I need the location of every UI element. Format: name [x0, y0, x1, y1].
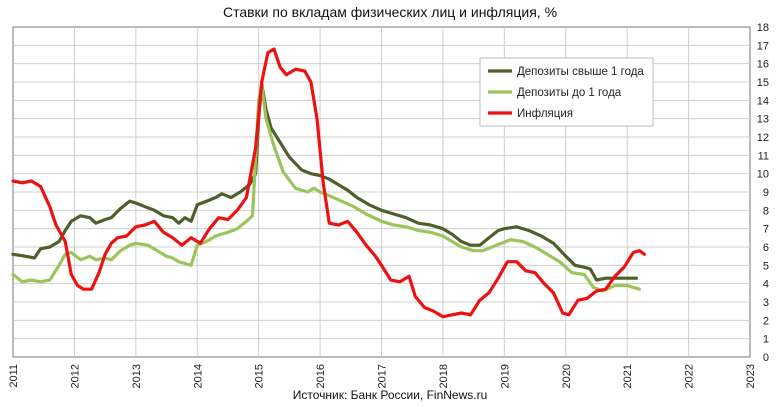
x-tick-label: 2013	[131, 364, 143, 388]
y-tick-label: 13	[757, 114, 769, 126]
x-tick-label: 2017	[377, 364, 389, 388]
y-tick-label: 1	[763, 334, 769, 346]
x-tick-label: 2023	[745, 364, 757, 388]
x-tick-label: 2016	[315, 364, 327, 388]
y-tick-label: 4	[763, 279, 769, 291]
y-tick-label: 15	[757, 77, 769, 89]
chart-source: Источник: Банк России, FinNews.ru	[0, 388, 780, 402]
x-tick-label: 2020	[561, 364, 573, 388]
y-tick-label: 17	[757, 40, 769, 52]
x-tick-label: 2021	[622, 364, 634, 388]
x-axis-ticks: 2011 2012 2013 2014 2015 2016 2017 2018 2019 2020…	[8, 364, 757, 388]
x-tick-label: 2018	[438, 364, 450, 388]
x-tick-label: 2022	[684, 364, 696, 388]
y-tick-label: 18	[757, 22, 769, 34]
legend-label-0: Депозиты свыше 1 года	[517, 66, 644, 78]
y-tick-label: 10	[757, 169, 769, 181]
y-tick-label: 5	[763, 260, 769, 272]
legend-label-1: Депозиты до 1 года	[517, 87, 622, 99]
legend-label-2: Инфляция	[517, 108, 573, 120]
y-tick-label: 14	[757, 95, 769, 107]
y-tick-label: 2	[763, 315, 769, 327]
x-tick-label: 2015	[254, 364, 266, 388]
legend: Депозиты свыше 1 года Депозиты до 1 года И…	[480, 58, 653, 126]
y-tick-label: 12	[757, 132, 769, 144]
y-tick-label: 7	[763, 224, 769, 236]
x-tick-label: 2012	[69, 364, 81, 388]
y-tick-label: 6	[763, 242, 769, 254]
y-tick-label: 8	[763, 205, 769, 217]
y-tick-label: 9	[763, 187, 769, 199]
x-tick-label: 2011	[8, 364, 20, 388]
x-tick-label: 2014	[192, 364, 204, 388]
x-tick-label: 2019	[499, 364, 511, 388]
y-tick-label: 0	[763, 352, 769, 364]
y-tick-label: 11	[758, 150, 769, 162]
y-tick-label: 3	[763, 297, 769, 309]
y-tick-label: 16	[757, 59, 769, 71]
